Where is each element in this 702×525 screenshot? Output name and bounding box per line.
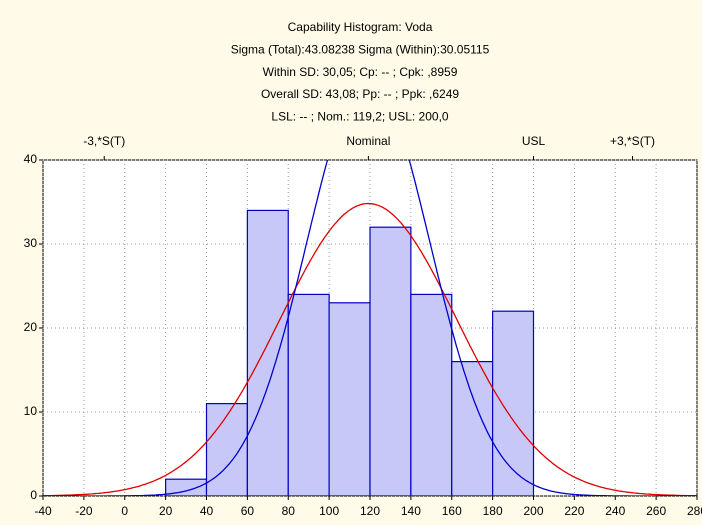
x-tick-label: 200 bbox=[523, 504, 543, 518]
bar bbox=[492, 310, 535, 496]
spec-label: -3,*S(T) bbox=[83, 134, 125, 148]
x-tick-label: 280 bbox=[687, 504, 702, 518]
spec-label: Nominal bbox=[346, 134, 390, 148]
chart-title: Capability Histogram: Voda bbox=[288, 20, 433, 34]
x-tick-label: -20 bbox=[75, 504, 93, 518]
y-tick-label: 0 bbox=[30, 488, 37, 502]
normal-curve bbox=[43, 202, 697, 496]
x-tick-label: 220 bbox=[564, 504, 584, 518]
bar bbox=[410, 293, 453, 496]
bar bbox=[287, 293, 330, 496]
x-tick-label: 100 bbox=[319, 504, 339, 518]
bar bbox=[369, 226, 412, 496]
x-tick-label: 180 bbox=[483, 504, 503, 518]
y-tick-label: 10 bbox=[24, 404, 38, 418]
y-tick-label: 30 bbox=[24, 236, 38, 250]
bar bbox=[328, 302, 371, 496]
x-tick-label: 0 bbox=[121, 504, 128, 518]
chart-title: Within SD: 30,05; Cp: -- ; Cpk: ,8959 bbox=[263, 65, 458, 79]
normal-curve bbox=[43, 160, 697, 496]
spec-label: +3,*S(T) bbox=[610, 134, 655, 148]
chart-title: Sigma (Total):43.08238 Sigma (Within):30… bbox=[231, 42, 490, 56]
bar bbox=[246, 209, 289, 496]
x-tick-label: 120 bbox=[360, 504, 380, 518]
plot-layer bbox=[43, 160, 697, 496]
x-tick-label: 240 bbox=[605, 504, 625, 518]
y-tick-label: 40 bbox=[24, 152, 38, 166]
y-tick-label: 20 bbox=[24, 320, 38, 334]
x-tick-label: 260 bbox=[646, 504, 666, 518]
x-tick-label: 40 bbox=[200, 504, 214, 518]
x-tick-label: 60 bbox=[241, 504, 255, 518]
chart-title: LSL: -- ; Nom.: 119,2; USL: 200,0 bbox=[271, 109, 449, 123]
x-tick-label: 20 bbox=[159, 504, 173, 518]
x-tick-label: -40 bbox=[34, 504, 52, 518]
x-tick-label: 140 bbox=[401, 504, 421, 518]
bar bbox=[205, 403, 248, 496]
x-tick-label: 80 bbox=[282, 504, 296, 518]
chart-title: Overall SD: 43,08; Pp: -- ; Ppk: ,6249 bbox=[261, 87, 459, 101]
spec-label: USL bbox=[522, 134, 546, 148]
x-tick-label: 160 bbox=[442, 504, 462, 518]
